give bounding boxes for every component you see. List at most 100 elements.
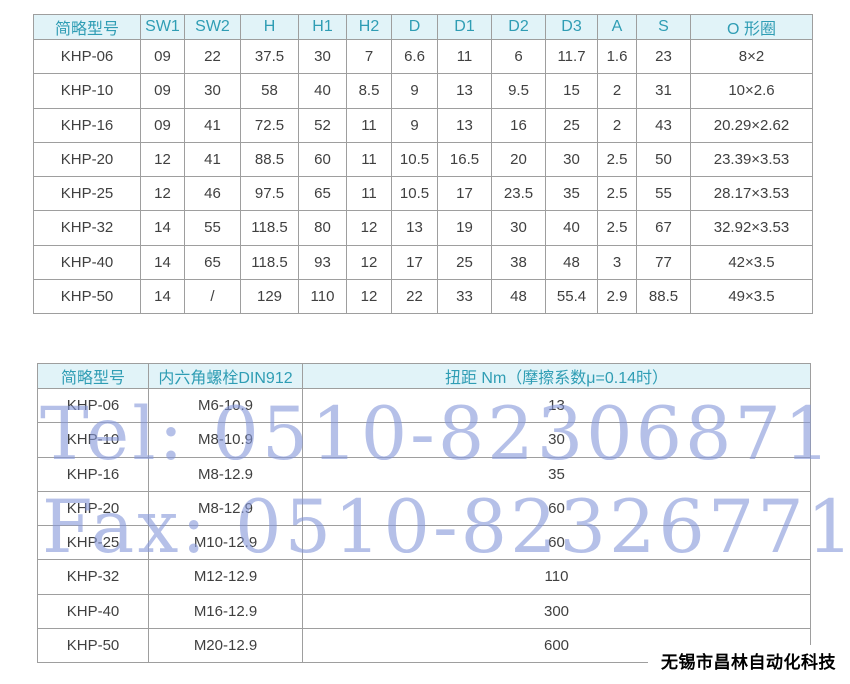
table-row: KHP-20 M8-12.9 60 xyxy=(37,490,811,527)
value-cell: 32.92×3.53 xyxy=(690,210,813,246)
header-cell: SW1 xyxy=(140,14,185,40)
value-cell: 50 xyxy=(636,141,691,178)
value-cell: M20-12.9 xyxy=(148,627,303,664)
value-cell: 55 xyxy=(636,175,691,212)
model-cell: KHP-32 xyxy=(33,210,141,246)
value-cell: 15 xyxy=(545,73,598,109)
value-cell: 10×2.6 xyxy=(690,73,813,109)
table-row: KHP-40 14 65 118.5 93 12 17 25 38 48 3 77 42×3.5 xyxy=(33,244,813,280)
header-cell: H1 xyxy=(298,14,347,40)
header-cell: 内六角螺栓DIN912 xyxy=(148,363,303,389)
value-cell: 25 xyxy=(437,244,492,280)
value-cell: 16.5 xyxy=(437,141,492,178)
value-cell: 93 xyxy=(298,244,347,280)
value-cell: 9.5 xyxy=(491,73,546,109)
value-cell: 11 xyxy=(346,175,392,212)
value-cell: 88.5 xyxy=(240,141,299,178)
value-cell: 11.7 xyxy=(545,38,598,75)
table-row: KHP-10 M8-10.9 30 xyxy=(37,422,811,458)
value-cell: 13 xyxy=(437,73,492,109)
value-cell: 37.5 xyxy=(240,38,299,75)
value-cell: 23.5 xyxy=(491,175,546,212)
header-row: 简略型号 SW1 SW2 H H1 H2 D D1 D2 D3 A S O 形圈 xyxy=(33,14,813,40)
value-cell: 129 xyxy=(240,278,299,315)
value-cell: 7 xyxy=(346,38,392,75)
value-cell: 28.17×3.53 xyxy=(690,175,813,212)
model-cell: KHP-32 xyxy=(37,559,149,595)
table-row: KHP-32 M12-12.9 110 xyxy=(37,559,811,595)
value-cell: 77 xyxy=(636,244,691,280)
value-cell: 110 xyxy=(298,278,347,315)
table-row: KHP-20 12 41 88.5 60 11 10.5 16.5 20 30 2.5 50 23.39… xyxy=(33,141,813,178)
value-cell: 23 xyxy=(636,38,691,75)
value-cell: 12 xyxy=(346,278,392,315)
value-cell: 13 xyxy=(391,210,438,246)
value-cell: 30 xyxy=(545,141,598,178)
value-cell: 41 xyxy=(184,141,241,178)
value-cell: 52 xyxy=(298,107,347,143)
header-row: 简略型号 内六角螺栓DIN912 扭距 Nm（摩擦系数μ=0.14时） xyxy=(37,363,811,389)
model-cell: KHP-06 xyxy=(37,387,149,424)
value-cell: 49×3.5 xyxy=(690,278,813,315)
model-cell: KHP-40 xyxy=(37,593,149,629)
header-cell: 简略型号 xyxy=(37,363,149,389)
header-cell: SW2 xyxy=(184,14,241,40)
value-cell: 12 xyxy=(140,141,185,178)
value-cell: 2.5 xyxy=(597,175,637,212)
value-cell: 43 xyxy=(636,107,691,143)
value-cell: 80 xyxy=(298,210,347,246)
value-cell: 300 xyxy=(302,593,811,629)
model-cell: KHP-20 xyxy=(37,490,149,527)
value-cell: 118.5 xyxy=(240,244,299,280)
value-cell: 25 xyxy=(545,107,598,143)
value-cell: 46 xyxy=(184,175,241,212)
value-cell: 40 xyxy=(545,210,598,246)
model-cell: KHP-25 xyxy=(33,175,141,212)
value-cell: 35 xyxy=(302,456,811,492)
value-cell: 17 xyxy=(437,175,492,212)
header-cell: D xyxy=(391,14,438,40)
value-cell: 2 xyxy=(597,73,637,109)
value-cell: 60 xyxy=(298,141,347,178)
value-cell: 30 xyxy=(298,38,347,75)
value-cell: 8×2 xyxy=(690,38,813,75)
value-cell: M16-12.9 xyxy=(148,593,303,629)
model-cell: KHP-40 xyxy=(33,244,141,280)
header-cell: A xyxy=(597,14,637,40)
value-cell: 14 xyxy=(140,278,185,315)
table-row: KHP-16 09 41 72.5 52 11 9 13 16 25 2 43 20.29×2.62 xyxy=(33,107,813,143)
value-cell: M6-10.9 xyxy=(148,387,303,424)
value-cell: 30 xyxy=(184,73,241,109)
value-cell: 33 xyxy=(437,278,492,315)
value-cell: 3 xyxy=(597,244,637,280)
value-cell: 9 xyxy=(391,107,438,143)
value-cell: 13 xyxy=(437,107,492,143)
value-cell: / xyxy=(184,278,241,315)
value-cell: 11 xyxy=(346,141,392,178)
table-row: KHP-40 M16-12.9 300 xyxy=(37,593,811,629)
table-row: KHP-06 09 22 37.5 30 7 6.6 11 6 11.7 1.6 23 8×2 xyxy=(33,38,813,75)
value-cell: 65 xyxy=(298,175,347,212)
value-cell: 11 xyxy=(437,38,492,75)
value-cell: 22 xyxy=(391,278,438,315)
model-cell: KHP-20 xyxy=(33,141,141,178)
table-row: KHP-16 M8-12.9 35 xyxy=(37,456,811,492)
value-cell: 11 xyxy=(346,107,392,143)
header-cell: D3 xyxy=(545,14,598,40)
value-cell: 40 xyxy=(298,73,347,109)
model-cell: KHP-06 xyxy=(33,38,141,75)
value-cell: 23.39×3.53 xyxy=(690,141,813,178)
value-cell: 41 xyxy=(184,107,241,143)
value-cell: M10-12.9 xyxy=(148,524,303,561)
table-row: KHP-10 09 30 58 40 8.5 9 13 9.5 15 2 31 10×2.6 xyxy=(33,73,813,109)
model-cell: KHP-50 xyxy=(37,627,149,664)
value-cell: 31 xyxy=(636,73,691,109)
value-cell: 9 xyxy=(391,73,438,109)
spec-table: 简略型号 SW1 SW2 H H1 H2 D D1 D2 D3 A S O 形圈 KHP-06 09 22 37… xyxy=(33,14,813,315)
value-cell: 20.29×2.62 xyxy=(690,107,813,143)
value-cell: 10.5 xyxy=(391,141,438,178)
value-cell: 55.4 xyxy=(545,278,598,315)
value-cell: 09 xyxy=(140,107,185,143)
value-cell: 09 xyxy=(140,38,185,75)
value-cell: 13 xyxy=(302,387,811,424)
